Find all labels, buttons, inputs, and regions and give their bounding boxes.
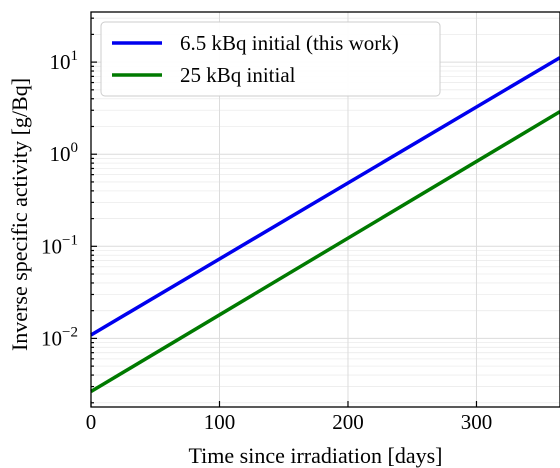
- x-tick-label: 0: [86, 410, 97, 434]
- y-tick-label: 100: [50, 140, 79, 166]
- axis-ticks: [90, 17, 478, 407]
- y-axis-label: Inverse specific activity [g/Bq]: [7, 78, 32, 351]
- legend-box: [100, 21, 441, 97]
- x-tick-label: 100: [204, 410, 236, 434]
- y-tick-labels: 10−2 10−1 100 101: [41, 48, 78, 350]
- x-tick-label: 200: [332, 410, 364, 434]
- y-tick-label: 10−1: [41, 232, 78, 258]
- series-line-1: [90, 56, 560, 337]
- x-tick-labels: 0 100 200 300: [86, 410, 492, 434]
- series-line-2: [90, 110, 560, 394]
- x-tick-label: 300: [461, 410, 493, 434]
- plot-frame: [90, 11, 560, 408]
- legend-label-series-2: 25 kBq initial: [180, 63, 296, 87]
- y-tick-label: 101: [50, 48, 79, 74]
- legend: 6.5 kBq initial (this work) 25 kBq initi…: [100, 21, 441, 97]
- y-tick-label: 10−2: [41, 324, 78, 350]
- series-lines: [90, 56, 560, 394]
- x-axis-label: Time since irradiation [days]: [189, 443, 443, 468]
- legend-label-series-1: 6.5 kBq initial (this work): [180, 31, 399, 55]
